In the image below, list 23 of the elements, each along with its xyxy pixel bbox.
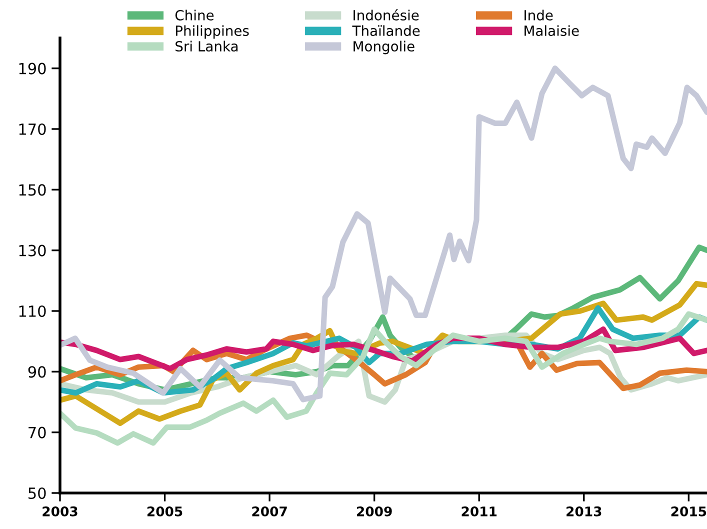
y-tick-label: 130 <box>19 244 46 256</box>
x-tick-label: 2007 <box>252 506 287 516</box>
legend-label: Thaïlande <box>352 25 420 36</box>
y-tick-label: 110 <box>19 305 46 318</box>
legend-label: Chine <box>175 10 214 20</box>
legend-label: Inde <box>524 10 553 20</box>
y-tick-label: 190 <box>19 62 46 74</box>
legend-label: Mongolie <box>354 40 414 54</box>
y-tick-label: 70 <box>28 426 46 438</box>
x-tick-label: 2005 <box>147 506 182 516</box>
x-tick-label: 2009 <box>357 506 392 516</box>
y-tick-label: 170 <box>19 123 46 136</box>
legend-label: Malaisie <box>524 25 579 36</box>
x-tick-label: 2013 <box>566 506 602 516</box>
legend-label: Sri Lanka <box>176 40 238 52</box>
x-tick-label: 2003 <box>42 506 78 516</box>
y-tick-label: 50 <box>28 487 46 500</box>
y-tick-label: 150 <box>19 184 46 196</box>
y-tick-label: 90 <box>28 366 46 378</box>
legend-label: Indonésie <box>354 9 419 20</box>
x-tick-label: 2015 <box>671 506 706 516</box>
x-tick-label: 2011 <box>462 506 497 516</box>
legend-label: Philippines <box>176 25 249 39</box>
